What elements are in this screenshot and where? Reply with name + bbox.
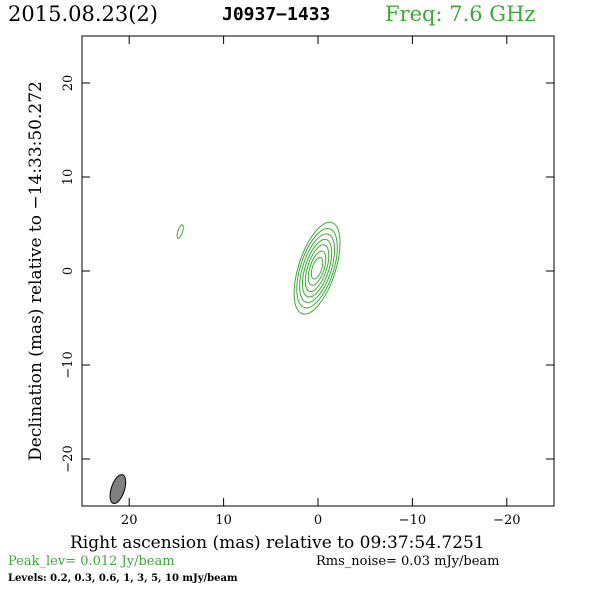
core-contour-3 [301, 238, 333, 298]
core-contour-5 [296, 228, 338, 309]
x-axis-label: Right ascension (mas) relative to 09:37:… [70, 533, 485, 553]
x-tick-label-0: 20 [121, 513, 138, 528]
rms-noise: Rms_noise= 0.03 mJy/beam [316, 554, 500, 569]
core-contour-2 [304, 244, 330, 293]
y-axis-label: Declination (mas) relative to −14:33:50.… [26, 81, 46, 461]
y-tick-label-2: 0 [61, 267, 76, 275]
beam [109, 474, 127, 505]
peak-level: Peak_lev= 0.012 Jy/beam [8, 554, 175, 569]
plot-frame [81, 35, 555, 507]
x-tick-label-4: −20 [493, 513, 520, 528]
contours [176, 221, 341, 315]
x-tick-labels: 20 10 0 −10 −20 [121, 513, 521, 528]
secondary-contour-0 [176, 224, 184, 239]
contour-levels: Levels: 0.2, 0.3, 0.6, 1, 3, 5, 10 mJy/b… [8, 573, 238, 584]
y-tick-labels: 20 10 0 −10 −20 [61, 75, 76, 473]
y-tick-label-4: −20 [61, 445, 76, 472]
core-contour-4 [299, 233, 335, 303]
core-contour-0 [310, 256, 324, 280]
frequency-label: Freq: 7.6 GHz [385, 2, 536, 26]
y-tick-label-0: 20 [61, 75, 76, 92]
core-contour-1 [307, 250, 327, 286]
y-tick-label-1: 10 [61, 169, 76, 186]
beam-ellipse [109, 474, 127, 505]
axis-ticks [82, 36, 554, 506]
x-tick-label-2: 0 [314, 513, 322, 528]
x-tick-label-1: 10 [215, 513, 232, 528]
source-name: J0937−1433 [222, 4, 331, 25]
observation-date: 2015.08.23(2) [8, 2, 158, 26]
core-contour-6 [293, 221, 341, 315]
x-tick-label-3: −10 [399, 513, 426, 528]
y-tick-label-3: −10 [61, 351, 76, 378]
